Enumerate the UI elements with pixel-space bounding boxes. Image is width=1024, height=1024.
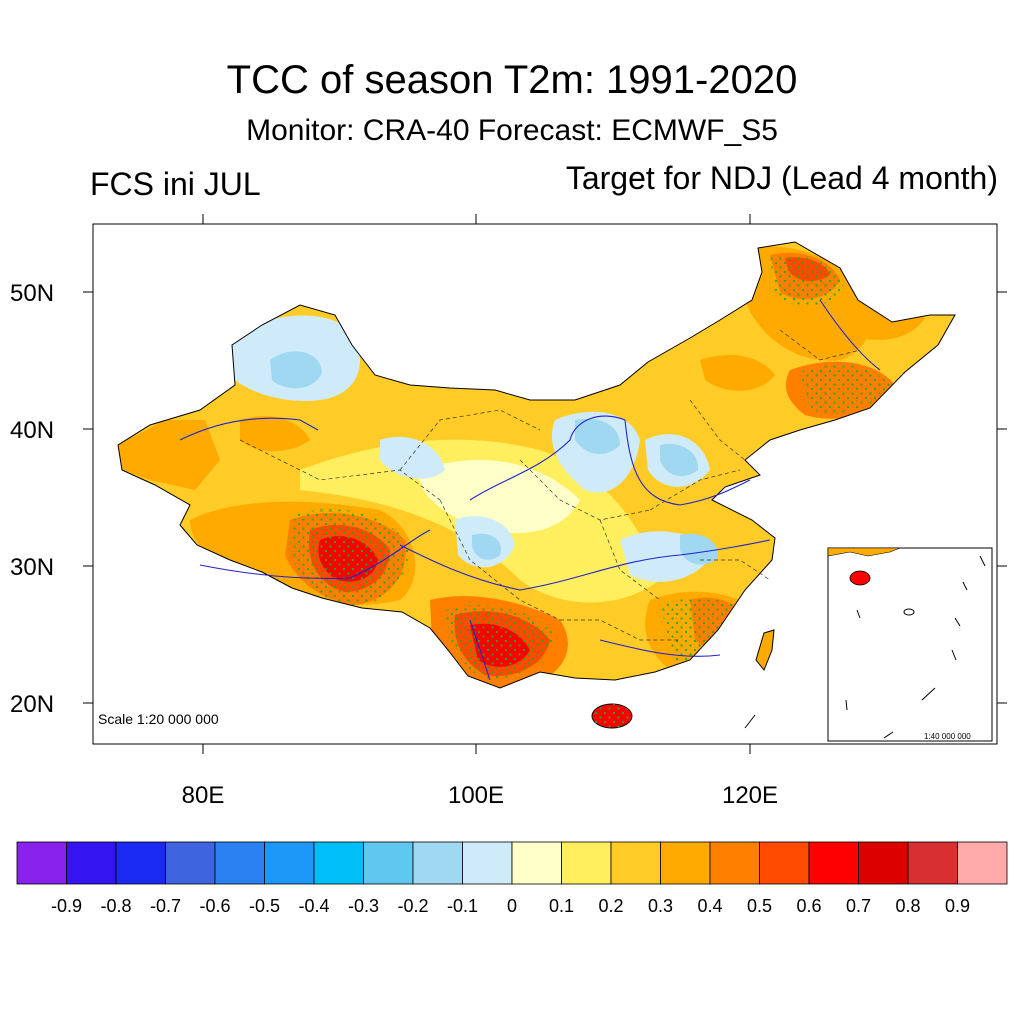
inset-scale-text: 1:40 000 000 — [924, 732, 971, 741]
colorbar-box — [561, 841, 612, 885]
colorbar-tick-label: -0.2 — [397, 896, 429, 916]
colorbar-tick-label: -0.4 — [298, 896, 330, 916]
china-border — [117, 241, 956, 689]
colorbar-tick-label: 0.6 — [796, 896, 822, 916]
colorbar-tick-label: 0.7 — [845, 896, 872, 916]
lon-label-100e: 100E — [447, 782, 505, 809]
colorbar-box — [759, 841, 810, 885]
colorbar-box — [412, 841, 463, 885]
colorbar-box — [511, 841, 562, 885]
colorbar-box — [264, 841, 315, 885]
colorbar-tick-label: -0.7 — [149, 896, 182, 916]
taiwan-island — [755, 629, 775, 671]
province-boundaries — [239, 329, 861, 641]
target-label: Target for NDJ (Lead 4 month) — [565, 160, 998, 196]
init-label: FCS ini JUL — [90, 166, 261, 202]
colorbar-tick-label: 0.3 — [647, 896, 674, 916]
colorbar-box — [660, 841, 711, 885]
colorbar-box — [66, 841, 117, 885]
lon-label-80e: 80E — [181, 782, 225, 809]
colorbar-box — [858, 841, 909, 885]
lat-label-40n: 40N — [10, 417, 55, 444]
colorbar-box — [462, 841, 513, 885]
colorbar-box — [808, 841, 859, 885]
inset-hainan — [849, 570, 871, 586]
colorbar-box — [709, 841, 760, 885]
lon-label-120e: 120E — [721, 782, 779, 809]
colorbar-tick-label: -0.9 — [50, 896, 83, 916]
colorbar-tick-label: -0.3 — [347, 896, 380, 916]
colorbar-box — [165, 841, 216, 885]
colorbar-box — [115, 841, 166, 885]
colorbar-tick-label: -0.5 — [248, 896, 281, 916]
colorbar-box — [214, 841, 265, 885]
map-subtitle: Monitor: CRA-40 Forecast: ECMWF_S5 — [246, 114, 778, 147]
colorbar-tick-label: -0.1 — [446, 896, 479, 916]
inset-dash-line — [845, 555, 986, 739]
colorbar-tick-label: 0.9 — [944, 896, 971, 916]
colorbar-box — [363, 841, 414, 885]
lat-label-20n: 20N — [10, 691, 55, 718]
colorbar-box — [957, 841, 1008, 885]
colorbar-box — [313, 841, 364, 885]
colorbar-tick-label: 0.2 — [598, 896, 624, 916]
colorbar-tick-label: 0.5 — [746, 896, 773, 916]
colorbar-tick-label: -0.6 — [199, 896, 231, 916]
map-scale-text: Scale 1:20 000 000 — [98, 711, 219, 727]
colorbar-tick-label: -0.8 — [100, 896, 132, 916]
colorbar — [16, 841, 1008, 885]
colorbar-tick-label: 0.8 — [895, 896, 921, 916]
rivers — [179, 299, 881, 681]
y-ticks — [83, 214, 1007, 754]
colorbar-box — [907, 841, 958, 885]
lat-label-30n: 30N — [10, 554, 55, 581]
colorbar-tick-label: 0 — [506, 896, 518, 916]
lat-label-50n: 50N — [10, 280, 55, 307]
map-title: TCC of season T2m: 1991-2020 — [226, 58, 798, 102]
colorbar-tick-label: 0.4 — [697, 896, 723, 916]
colorbar-box — [16, 841, 67, 885]
colorbar-box — [610, 841, 661, 885]
colorbar-tick-label: 0.1 — [548, 896, 575, 916]
